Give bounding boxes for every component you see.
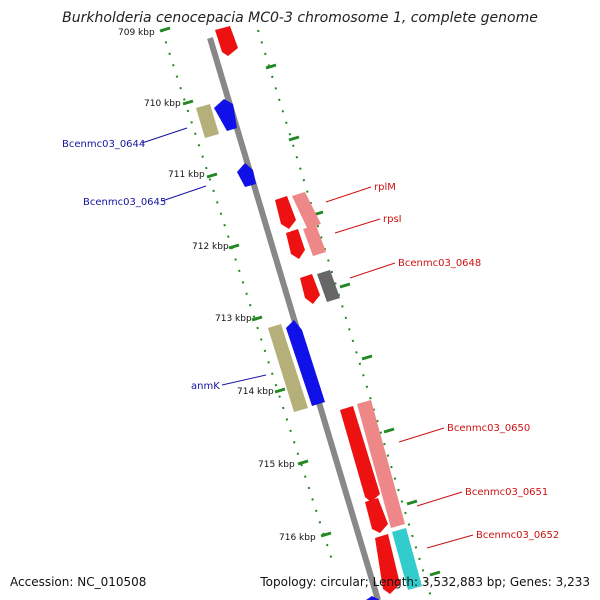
gene-label-bcenmc03-0648[interactable]: Bcenmc03_0648 <box>398 258 481 269</box>
gene-reverse-0652 <box>375 534 400 594</box>
kbp-tick-label: 716 kbp <box>279 533 316 543</box>
kbp-tick-label: 714 kbp <box>237 387 274 397</box>
gene-forward-0645 <box>237 163 256 187</box>
gene-reverse-rplM <box>275 196 296 229</box>
gene-olive-anmK <box>268 324 308 412</box>
forward-leaders <box>141 127 267 386</box>
gene-pink-rpsI <box>303 225 326 256</box>
gene-label-bcenmc03-0651[interactable]: Bcenmc03_0651 <box>465 487 548 498</box>
kbp-tick: 709 kbp <box>118 26 171 38</box>
gene-forward-anmK <box>286 320 325 406</box>
kbp-tick: 716 kbp <box>279 531 332 543</box>
chromosome-backbone <box>207 37 381 600</box>
gene-forward-0644 <box>214 99 237 131</box>
gene-label-anmk[interactable]: anmK <box>191 381 220 392</box>
gene-reverse-0651 <box>365 498 388 533</box>
forward-genes <box>196 99 380 600</box>
kbp-tick: 714 kbp <box>237 387 286 397</box>
gene-label-bcenmc03-0652[interactable]: Bcenmc03_0652 <box>476 530 559 541</box>
kbp-ticks: 709 kbp 710 kbp 711 kbp 712 kbp 713 kbp … <box>118 26 332 543</box>
kbp-tick: 715 kbp <box>258 459 309 470</box>
reverse-leaders <box>325 186 474 549</box>
gene-forward-partial <box>366 596 380 600</box>
gene-reverse-0648 <box>300 274 320 304</box>
kbp-tick-label: 711 kbp <box>168 170 205 180</box>
right-track-ticks <box>265 63 441 577</box>
kbp-tick-label: 709 kbp <box>118 28 155 38</box>
genome-summary-text: Topology: circular; Length: 3,532,883 bp… <box>260 575 590 589</box>
accession-text: Accession: NC_010508 <box>10 575 147 589</box>
gene-gray-0648 <box>317 270 340 302</box>
kbp-tick-label: 710 kbp <box>144 99 181 109</box>
gene-label-rplm[interactable]: rplM <box>374 182 396 193</box>
kbp-tick: 710 kbp <box>144 99 194 109</box>
gene-reverse-0650 <box>340 406 380 502</box>
map-title: Burkholderia cenocepacia MC0-3 chromosom… <box>62 10 538 26</box>
gene-label-bcenmc03-0650[interactable]: Bcenmc03_0650 <box>447 423 530 434</box>
gene-label-rpsi[interactable]: rpsI <box>383 214 402 225</box>
kbp-tick-label: 715 kbp <box>258 460 295 470</box>
kbp-tick: 713 kbp <box>215 314 263 324</box>
gene-cyan-0652 <box>392 528 422 590</box>
right-tick-track <box>257 29 433 600</box>
gene-reverse-top <box>215 26 238 56</box>
gene-reverse-rpsI <box>286 229 305 259</box>
kbp-tick: 712 kbp <box>192 242 240 252</box>
gene-label-bcenmc03-0644[interactable]: Bcenmc03_0644 <box>62 139 145 150</box>
gene-pink-0650 <box>357 400 405 528</box>
reverse-genes <box>215 26 422 594</box>
kbp-tick-label: 712 kbp <box>192 242 229 252</box>
gene-label-bcenmc03-0645[interactable]: Bcenmc03_0645 <box>83 197 166 208</box>
kbp-tick-label: 713 kbp <box>215 314 252 324</box>
gene-pink-rplM <box>292 192 321 228</box>
kbp-tick: 711 kbp <box>168 170 218 180</box>
gene-olive-0644 <box>196 104 219 138</box>
